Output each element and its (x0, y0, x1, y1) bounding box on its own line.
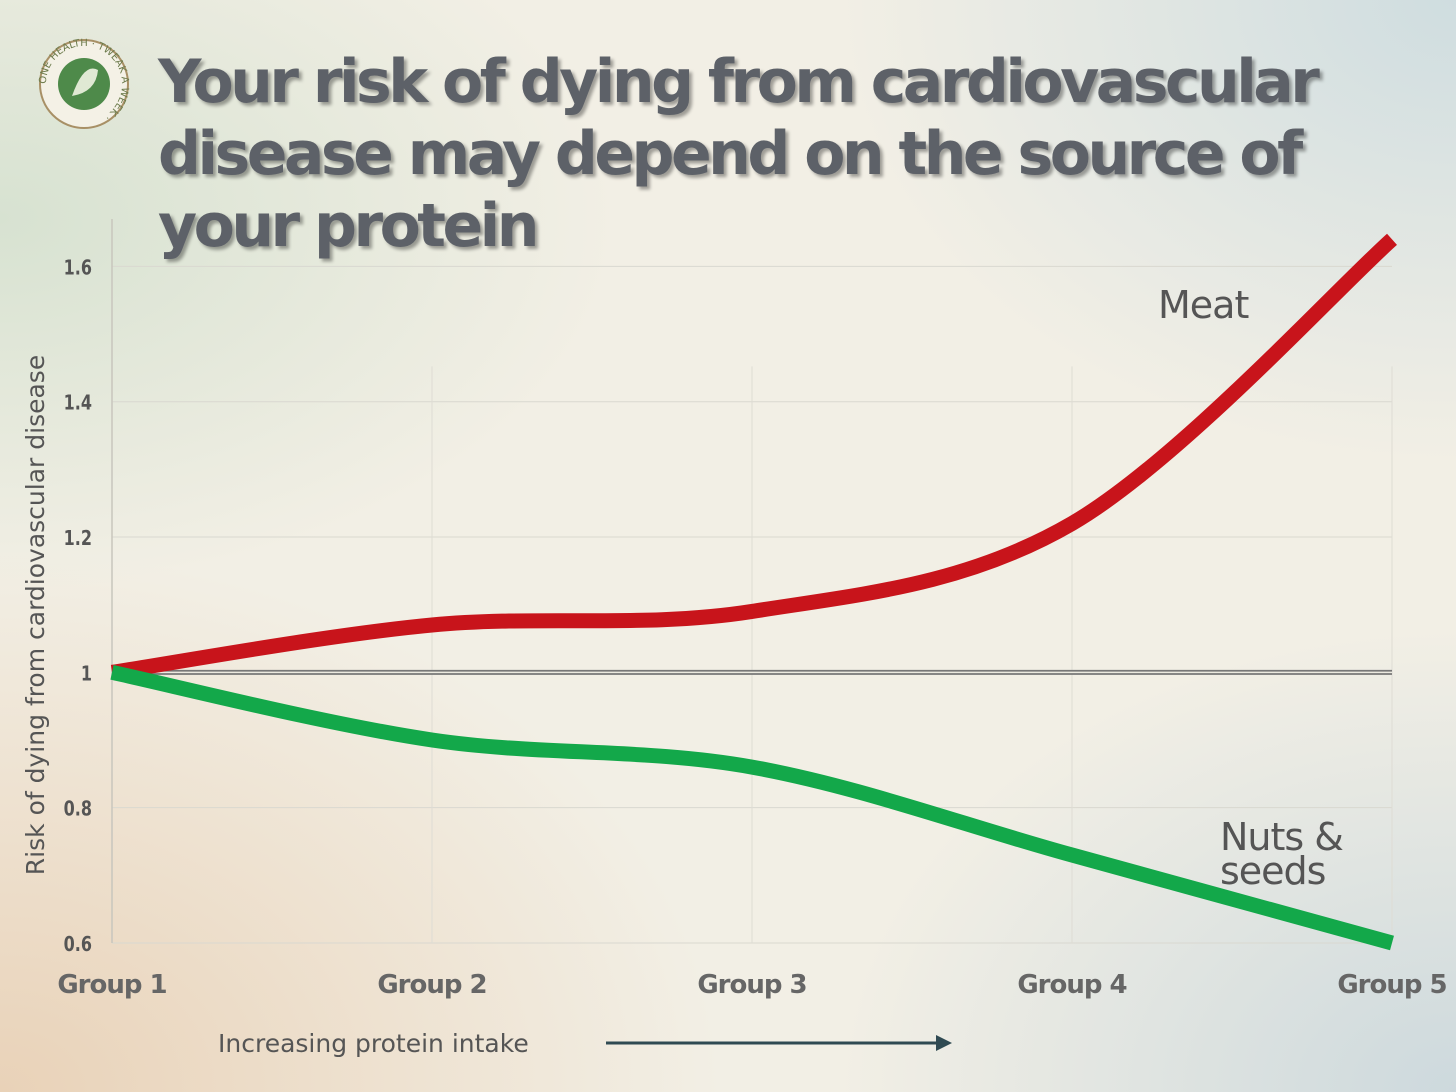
y-tick-label: 1.4 (64, 392, 92, 415)
series-line (110, 665, 1394, 951)
logo: ONE HEALTH · TWEAK A WEEK · (38, 38, 130, 129)
y-tick-label: 1.2 (64, 527, 92, 550)
x-arrow-head (936, 1035, 952, 1051)
chart-title: Your risk of dying from cardiovascular d… (158, 47, 1320, 261)
x-axis-label: Increasing protein intake (218, 1029, 529, 1058)
series-label: Nuts & seeds (1220, 815, 1344, 893)
x-tick-label: Group 3 (697, 970, 806, 1000)
series-line (110, 233, 1397, 680)
logo-leaf-vein (72, 68, 98, 96)
y-tick-label: 1.6 (64, 257, 92, 280)
y-axis-label: Risk of dying from cardiovascular diseas… (21, 355, 50, 875)
y-tick-label: 0.6 (64, 933, 92, 956)
y-tick-label: 0.8 (64, 798, 92, 821)
series-label: Meat (1158, 283, 1249, 327)
y-tick-label: 1 (81, 663, 92, 686)
x-tick-label: Group 2 (377, 970, 486, 1000)
x-tick-label: Group 1 (57, 970, 166, 1000)
x-tick-label: Group 5 (1337, 970, 1446, 1000)
x-tick-label: Group 4 (1017, 970, 1126, 1000)
